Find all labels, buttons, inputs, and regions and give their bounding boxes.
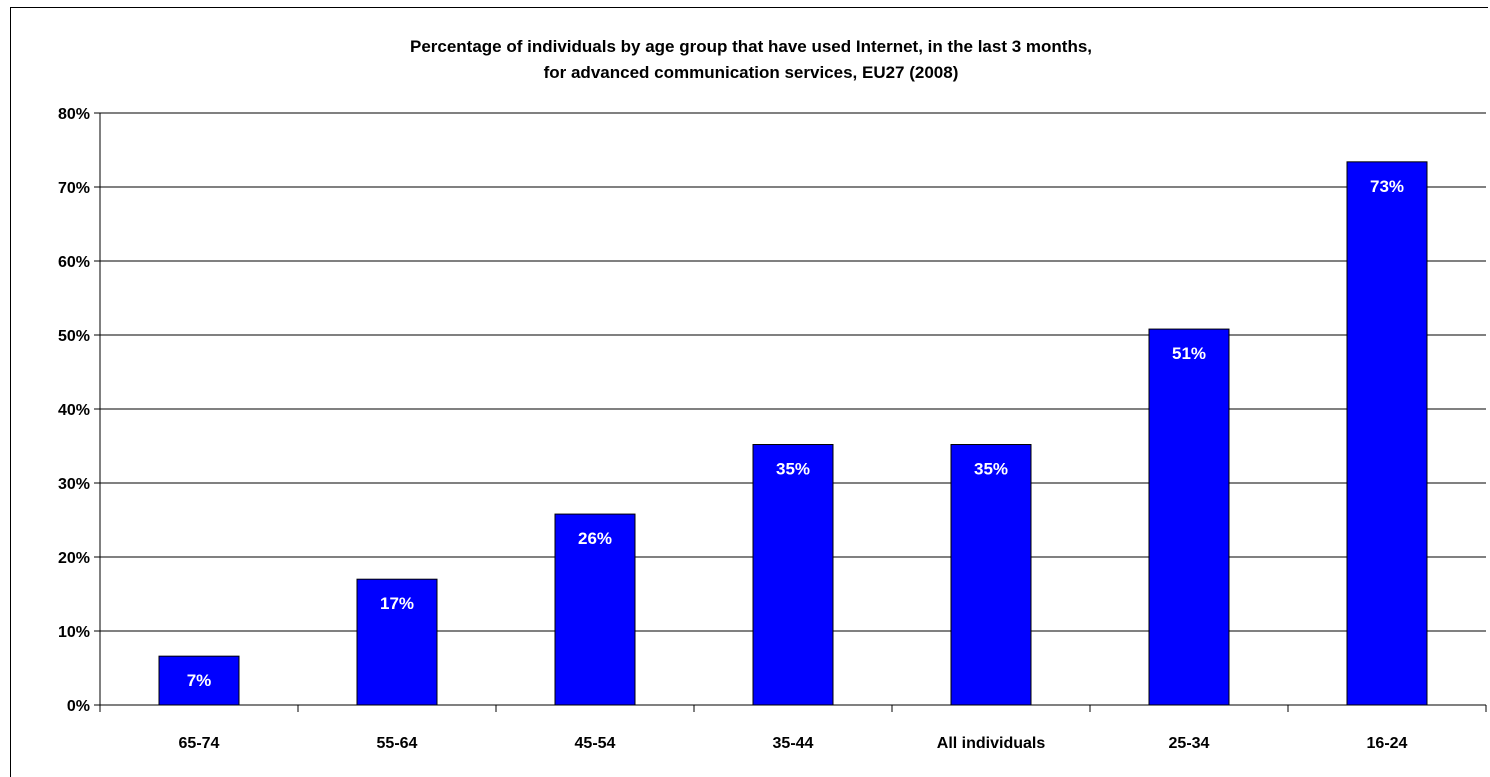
bar-3	[752, 444, 834, 706]
y-tick-label-30: 30%	[58, 476, 90, 493]
data-label-2: 26%	[578, 529, 612, 548]
y-tick-label-0: 0%	[67, 698, 90, 715]
data-label-0: 7%	[187, 671, 212, 690]
y-tick-label-20: 20%	[58, 550, 90, 567]
y-tick-label-60: 60%	[58, 254, 90, 271]
x-tick-label-6: 16-24	[1367, 735, 1408, 752]
x-tick-label-1: 55-64	[377, 735, 418, 752]
chart-title-line-1: Percentage of individuals by age group t…	[410, 37, 1092, 56]
data-label-6: 73%	[1370, 177, 1404, 196]
y-tick-label-10: 10%	[58, 624, 90, 641]
bar-1	[356, 578, 438, 706]
y-tick-label-70: 70%	[58, 180, 90, 197]
bars	[158, 161, 1428, 706]
labels: 0% 10% 20% 30% 40% 50% 60% 70% 80% 7% 65-74 17% 55-6…	[58, 106, 1408, 752]
x-tick-label-3: 35-44	[773, 735, 814, 752]
bar-2	[554, 513, 636, 706]
bar-4	[950, 444, 1032, 706]
chart-title-line-2: for advanced communication services, EU2…	[544, 63, 959, 82]
chart-frame	[10, 7, 1488, 777]
data-label-5: 51%	[1172, 344, 1206, 363]
y-tick-label-50: 50%	[58, 328, 90, 345]
x-tick-label-5: 25-34	[1169, 735, 1210, 752]
y-tick-label-80: 80%	[58, 106, 90, 123]
axes	[94, 112, 1487, 712]
data-label-4: 35%	[974, 460, 1008, 479]
bar-5	[1148, 328, 1230, 706]
data-label-1: 17%	[380, 594, 414, 613]
x-tick-label-4: All individuals	[937, 735, 1046, 752]
bar-6	[1346, 161, 1428, 706]
x-tick-label-2: 45-54	[575, 735, 616, 752]
x-tick-label-0: 65-74	[179, 735, 220, 752]
bar-0	[158, 655, 240, 706]
y-tick-label-40: 40%	[58, 402, 90, 419]
data-label-3: 35%	[776, 460, 810, 479]
